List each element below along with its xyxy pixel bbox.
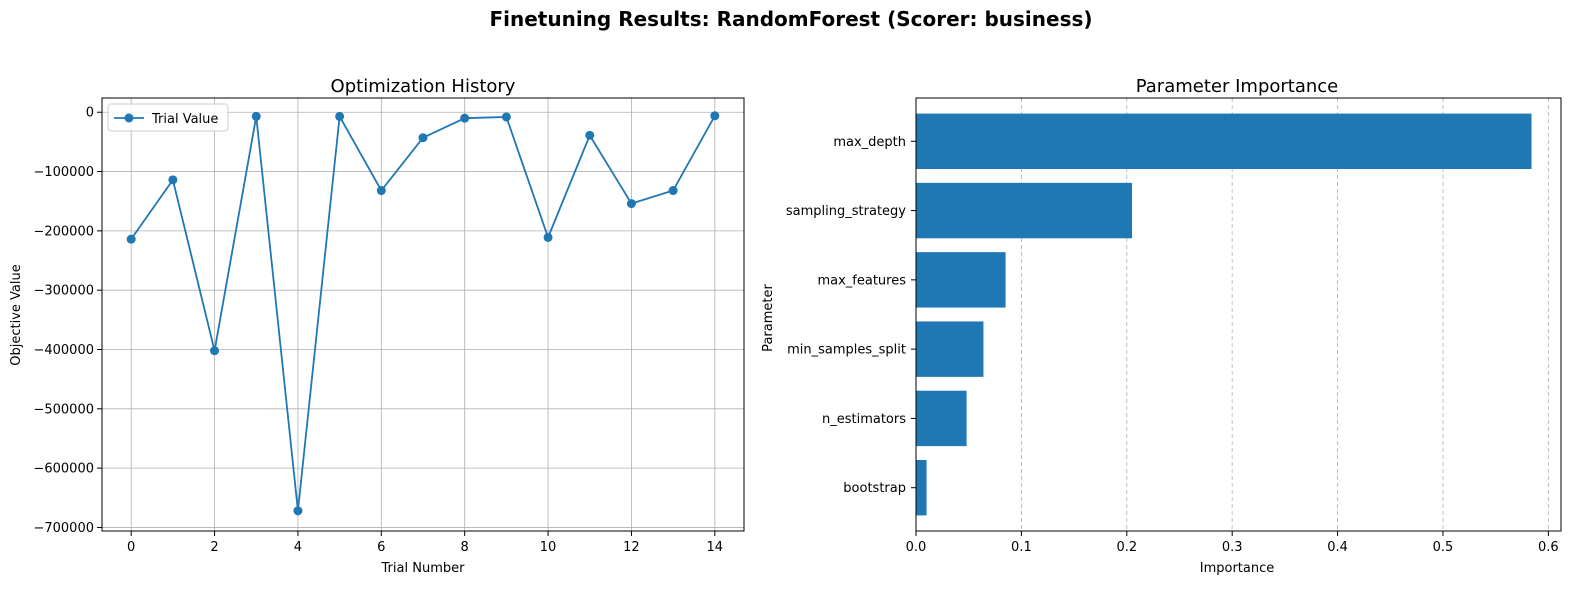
trial-point-12 [626, 199, 636, 209]
bar-chart-y-tick-label: max_features [817, 273, 906, 288]
bar-chart-x-axis-label: Importance [1200, 561, 1275, 576]
bar-max-features [916, 252, 1006, 308]
bar-chart-x-tick-label: 0.4 [1327, 540, 1348, 555]
bar-chart-y-tick-label: min_samples_split [787, 343, 906, 358]
bar-chart-y-tick-label: max_depth [833, 135, 906, 150]
bar-chart-x-tick-label: 0.5 [1433, 540, 1454, 555]
bar-chart-x-tick-label: 0.6 [1538, 540, 1559, 555]
line-chart-y-tick-label: −500000 [33, 402, 94, 417]
bar-chart-x-tick-label: 0.3 [1222, 540, 1243, 555]
line-chart-x-tick-label: 6 [377, 540, 385, 555]
legend-box [107, 103, 229, 132]
line-chart-x-tick-label: 12 [623, 540, 640, 555]
line-chart-x-axis-label: Trial Number [381, 561, 466, 576]
series-line-trial-value [130, 113, 716, 511]
line-chart-x-ticks: 0 2 4 6 8 10 12 14 [127, 531, 723, 555]
line-chart-legend: Trial Value [107, 103, 229, 132]
legend-marker-swatch [124, 113, 134, 123]
trial-point-8 [460, 113, 470, 123]
line-chart-y-tick-label: 0 [86, 106, 94, 121]
bar-n-estimators [916, 390, 967, 447]
line-chart-grid [102, 98, 744, 531]
bar-chart-y-ticks: max_depth sampling_strategy max_featuresmi… [786, 135, 916, 496]
bar-chart-y-axis-label: Parameter [761, 284, 776, 352]
bar-min-samples-split [916, 321, 984, 377]
legend-entry-trial-value: Trial Value [151, 112, 218, 127]
line-chart-plot [126, 111, 720, 516]
bar-max-depth [916, 113, 1532, 170]
bar-chart-x-tick-label: 0.2 [1116, 540, 1137, 555]
trial-point-3 [251, 111, 261, 121]
bar-chart-y-tick-label: n_estimators [822, 412, 906, 427]
trial-point-13 [668, 186, 678, 196]
trial-point-10 [543, 232, 553, 242]
line-chart-x-tick-label: 8 [461, 540, 469, 555]
bar-bootstrap [916, 459, 927, 516]
trial-point-4 [293, 506, 303, 516]
line-chart-y-tick-label: −300000 [33, 284, 94, 299]
line-chart-y-tick-label: −700000 [33, 521, 94, 536]
line-chart-x-tick-label: 10 [540, 540, 557, 555]
line-chart-frame [101, 97, 745, 532]
trial-point-11 [585, 130, 595, 140]
line-chart-y-tick-label: −400000 [33, 343, 94, 358]
bar-chart-grid [915, 98, 1549, 531]
line-chart-x-tick-label: 0 [127, 540, 135, 555]
line-chart-x-tick-label: 14 [707, 540, 724, 555]
bar-chart-x-ticks: 0.0 0.1 0.2 0.3 0.4 0.5 0.6 [906, 531, 1559, 555]
bar-chart-x-tick-label: 0.0 [906, 540, 927, 555]
line-chart-x-tick-label: 2 [210, 540, 218, 555]
trial-point-6 [376, 186, 386, 196]
line-chart-y-axis-label: Objective Value [9, 264, 24, 365]
line-chart-y-ticks: 0 −100000 −200000 −300000 −400000 −500000 −600… [33, 106, 102, 536]
bar-sampling-strategy [916, 182, 1133, 239]
trial-point-2 [210, 346, 220, 356]
bar-chart-plot [916, 113, 1532, 516]
bar-chart-x-tick-label: 0.1 [1011, 540, 1032, 555]
bar-chart-y-tick-label: bootstrap [843, 481, 906, 496]
trial-point-14 [710, 111, 720, 121]
parameter-importance-chart: Parameter Importance 0.0 0.1 0.2 0.3 0.4 0.5 0… [761, 76, 1562, 576]
line-chart-y-tick-label: −600000 [33, 462, 94, 477]
bar-chart-title: Parameter Importance [1136, 76, 1339, 97]
trial-point-5 [335, 111, 345, 121]
figure-title: Finetuning Results: RandomForest (Scorer… [489, 7, 1092, 31]
bar-chart-y-tick-label: sampling_strategy [786, 204, 906, 219]
line-chart-title: Optimization History [331, 76, 516, 97]
line-chart-x-tick-label: 4 [294, 540, 302, 555]
line-chart-y-tick-label: −100000 [33, 165, 94, 180]
line-chart-y-tick-label: −200000 [33, 224, 94, 239]
trial-point-7 [418, 133, 428, 143]
bar-chart-frame [915, 97, 1562, 532]
trial-point-0 [126, 234, 136, 244]
trial-point-1 [168, 175, 178, 185]
trial-point-9 [501, 112, 511, 122]
optimization-history-chart: Optimization History 0 2 4 6 8 10 12 14 0 −10000… [9, 76, 745, 576]
